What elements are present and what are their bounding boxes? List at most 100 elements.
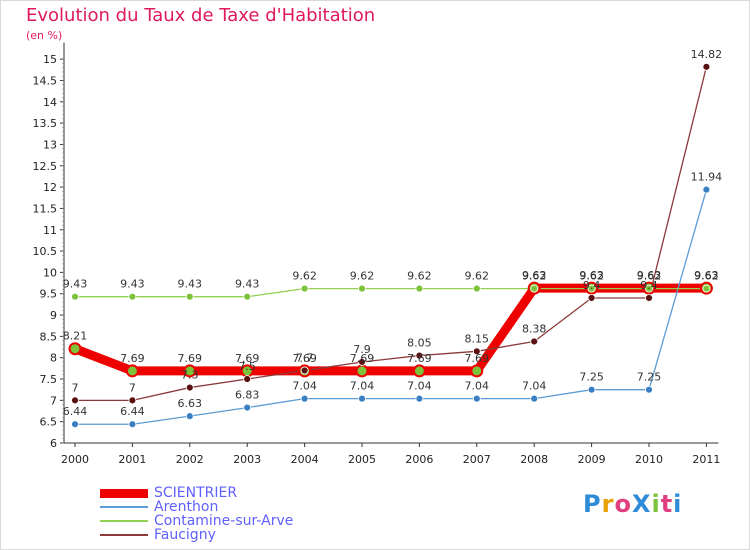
y-tick-label: 10.5 bbox=[33, 245, 58, 258]
data-point bbox=[358, 394, 366, 403]
data-label: 7.04 bbox=[350, 380, 375, 393]
y-tick-label: 10 bbox=[43, 266, 57, 279]
legend-item-scientrier: SCIENTRIER bbox=[100, 486, 293, 500]
y-tick-label: 12 bbox=[43, 181, 57, 194]
y-tick-label: 9.5 bbox=[40, 288, 58, 301]
x-tick-label: 2001 bbox=[118, 453, 146, 466]
data-point bbox=[702, 284, 711, 293]
data-label: 7.69 bbox=[178, 352, 203, 365]
legend-item-faucigny: Faucigny bbox=[100, 528, 293, 542]
x-tick-label: 2002 bbox=[176, 453, 204, 466]
y-tick-label: 7 bbox=[50, 394, 57, 407]
data-point bbox=[587, 294, 596, 302]
data-point bbox=[68, 342, 82, 356]
data-label: 7 bbox=[72, 381, 79, 394]
y-tick-label: 14 bbox=[43, 96, 57, 109]
data-label: 9.43 bbox=[63, 278, 88, 291]
y-tick-label: 8 bbox=[50, 352, 57, 365]
data-label: 7 bbox=[129, 381, 136, 394]
legend-item-arenthon: Arenthon bbox=[100, 500, 293, 514]
x-tick-label: 2005 bbox=[348, 453, 376, 466]
data-point bbox=[185, 412, 194, 421]
data-point bbox=[472, 394, 481, 403]
data-point bbox=[185, 292, 194, 301]
y-tick-label: 8.5 bbox=[40, 330, 58, 343]
data-point bbox=[128, 396, 137, 405]
data-point bbox=[128, 420, 137, 429]
data-label: 7.69 bbox=[350, 352, 375, 365]
logo-letter: i bbox=[673, 490, 683, 518]
legend-item-contamine: Contamine-sur-Arve bbox=[100, 514, 293, 528]
data-label: 7.5 bbox=[238, 360, 256, 373]
data-point bbox=[243, 403, 252, 412]
series-group bbox=[68, 62, 713, 429]
data-label: 9.43 bbox=[178, 278, 203, 291]
data-point bbox=[415, 284, 424, 293]
legend-swatch bbox=[100, 488, 148, 498]
data-point bbox=[355, 364, 369, 378]
data-point bbox=[530, 337, 539, 346]
data-label: 7.04 bbox=[407, 380, 432, 393]
data-point bbox=[530, 394, 539, 403]
logo-letter: i bbox=[651, 490, 661, 518]
x-tick-label: 2009 bbox=[578, 453, 606, 466]
x-tick-label: 2004 bbox=[291, 453, 319, 466]
legend-swatch bbox=[100, 520, 148, 522]
data-point bbox=[71, 292, 79, 301]
data-label: 6.83 bbox=[235, 389, 260, 402]
data-label: 9.63 bbox=[522, 269, 547, 282]
data-point bbox=[71, 420, 79, 429]
data-label: 9.62 bbox=[579, 270, 604, 283]
logo-letter: P bbox=[583, 490, 602, 518]
data-label: 9.62 bbox=[350, 270, 375, 283]
data-label: 7.25 bbox=[637, 371, 662, 384]
data-point bbox=[128, 292, 137, 301]
data-label: 7.69 bbox=[292, 352, 317, 365]
data-point bbox=[300, 284, 309, 293]
data-point bbox=[243, 375, 252, 383]
series-line-contamine-sur-arve bbox=[74, 287, 708, 298]
data-point bbox=[71, 396, 79, 405]
logo-letter: X bbox=[631, 490, 652, 518]
data-label: 7.69 bbox=[465, 352, 490, 365]
data-label: 7.3 bbox=[181, 369, 199, 382]
data-label: 8.05 bbox=[407, 337, 432, 350]
data-point bbox=[587, 385, 596, 394]
logo-letter: o bbox=[614, 490, 632, 518]
data-point bbox=[415, 394, 424, 403]
data-label: 9.62 bbox=[694, 270, 719, 283]
data-point bbox=[470, 364, 484, 378]
data-label: 14.82 bbox=[691, 48, 723, 61]
data-point bbox=[300, 394, 309, 403]
data-point bbox=[472, 347, 481, 356]
y-tick-label: 11.5 bbox=[33, 202, 58, 215]
data-point bbox=[185, 383, 194, 392]
proxiti-logo: ProXiti bbox=[583, 490, 682, 518]
data-point bbox=[125, 364, 139, 378]
y-tick-label: 14.5 bbox=[33, 74, 58, 87]
data-point bbox=[645, 385, 653, 394]
x-tick-label: 2010 bbox=[635, 453, 663, 466]
data-label: 7.25 bbox=[579, 371, 604, 384]
legend-label: Arenthon bbox=[154, 499, 219, 515]
data-label: 9.63 bbox=[579, 269, 604, 282]
data-label: 7.69 bbox=[120, 352, 145, 365]
axes: 6 6.5 7 7.5 8 8.5 9 9.5 10 10.5 11 11.5 12 12.5 13 13.5… bbox=[33, 42, 720, 466]
y-tick-label: 12.5 bbox=[33, 160, 58, 173]
data-point bbox=[702, 185, 711, 194]
y-tick-label: 9 bbox=[50, 309, 57, 322]
data-point bbox=[530, 284, 539, 293]
data-point bbox=[645, 294, 653, 302]
logo-letter: t bbox=[660, 490, 674, 518]
data-label: 8.21 bbox=[63, 330, 88, 343]
data-label: 9.43 bbox=[120, 278, 145, 291]
data-point bbox=[702, 62, 711, 71]
data-labels: 8.21 7.69 7.69 7.69 7.69 7.69 7.69 7.69 9.63 9.63… bbox=[63, 48, 722, 418]
data-point bbox=[358, 284, 366, 293]
legend: SCIENTRIER Arenthon Contamine-sur-Arve F… bbox=[100, 486, 293, 542]
data-label: 6.44 bbox=[63, 405, 88, 418]
data-label: 9.62 bbox=[465, 270, 490, 283]
data-label: 7.04 bbox=[465, 380, 490, 393]
legend-swatch bbox=[100, 506, 148, 508]
